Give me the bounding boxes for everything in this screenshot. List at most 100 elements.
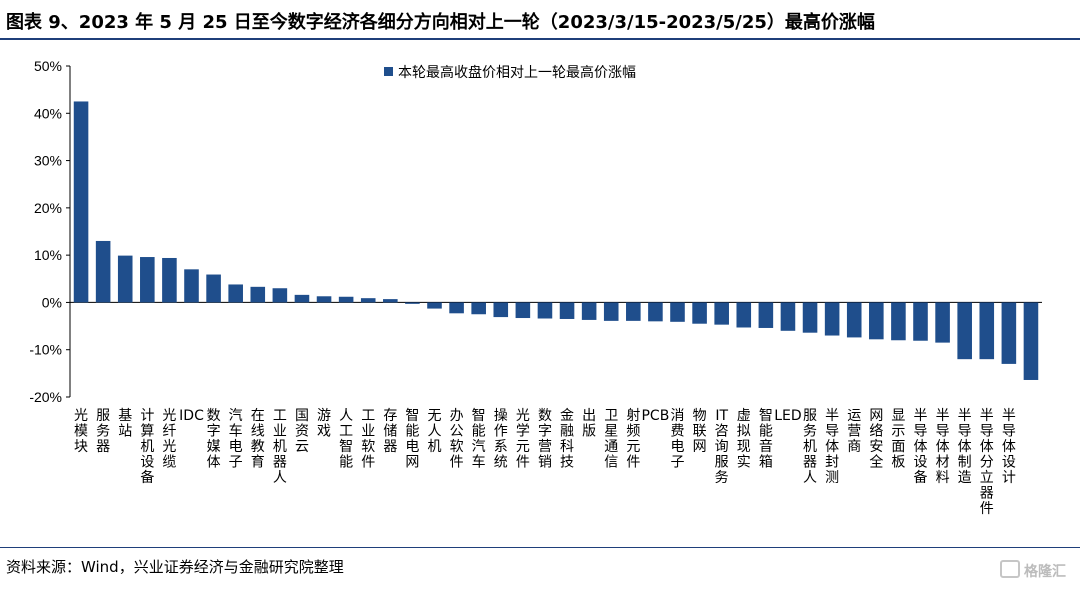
y-axis-ticks: 50% 40% 30% 20% 10% 0% -10% -20% [29,58,70,405]
bar [913,302,928,341]
x-tick-label: 计算机设备 [140,408,154,486]
x-tick-label: 金融科技 [560,408,574,471]
x-tick-label: 射频元件 [626,408,640,471]
x-tick-label: 虚拟现实 [737,408,751,471]
x-tick-label: 服务机器人 [803,408,817,486]
bar [449,302,464,314]
chart-legend: 本轮最高收盘价相对上一轮最高价涨幅 [384,64,636,81]
x-tick-label: 网络安全 [869,408,883,471]
bar [714,302,729,325]
y-tick-label: 20% [34,200,62,216]
x-tick-label: 卫星通信 [604,408,618,471]
bar [294,294,310,303]
bar [957,302,972,360]
bar [427,302,442,309]
x-tick-label: 半导体设计 [1002,408,1016,486]
x-tick-label: 光模块 [74,408,88,455]
x-tick-label: 智能电网 [405,408,419,471]
bar [184,269,199,303]
y-tick-label: -10% [29,342,62,358]
x-tick-label: 基站 [118,407,132,440]
x-tick-label: 数字媒体 [207,408,221,471]
x-tick-label: 数字营销 [538,408,552,471]
bar [891,302,906,341]
x-tick-label: 光学元件 [516,408,530,471]
x-tick-label: 智能音箱 [759,408,773,471]
watermark-logo-icon [1000,560,1020,578]
x-tick-label: PCB [641,408,669,424]
x-tick-label: 智能汽车 [472,408,486,471]
bar [140,257,155,303]
x-tick-label: 办公软件 [450,408,464,471]
bar [780,302,796,331]
x-tick-label: 操作系统 [494,408,508,471]
bar [471,302,486,315]
bar [95,240,111,303]
y-tick-label: 0% [42,294,62,310]
bar [493,302,509,318]
legend-swatch [384,67,393,76]
bar [626,302,641,321]
y-tick-label: 10% [34,247,62,263]
y-tick-label: 40% [34,105,62,121]
bar [648,302,663,322]
x-tick-label: 显示面板 [891,408,905,471]
source-rule [0,547,1080,548]
figure-title: 图表 9、2023 年 5 月 25 日至今数字经济各细分方向相对上一轮（202… [6,12,875,33]
x-tick-label: 半导体设备 [914,408,928,486]
bar [869,302,884,340]
bar [272,288,288,303]
x-tick-label: 半导体材料 [936,408,950,486]
bar [537,302,553,319]
y-tick-label: 30% [34,153,62,169]
bar [846,302,862,338]
x-tick-label: 半导体制造 [958,408,972,486]
bar [250,286,266,303]
watermark: 格隆汇 [1000,560,1066,581]
source-note: 资料来源：Wind，兴业证券经济与金融研究院整理 [6,558,344,576]
chart-axes [69,66,1042,397]
x-tick-label: 游戏 [317,408,331,440]
x-tick-label: 无人机 [428,408,442,455]
bar [581,302,597,320]
bar [360,298,376,303]
bar [515,302,531,319]
bar [603,302,619,321]
bar [758,302,774,328]
watermark-text: 格隆汇 [1024,564,1066,580]
bar [405,302,420,304]
bar-chart: 50%40%30%20%10%0%-10%-20% 光模块服务器基站计算机设备光… [29,58,1042,517]
x-tick-label: 人工智能 [339,408,353,471]
bar [824,302,840,336]
bar [559,302,575,319]
x-tick-label: 半导体分立器件 [980,408,994,517]
bar [338,296,354,303]
bar [692,302,707,324]
x-tick-label: IDC [179,408,204,424]
x-tick-label: 在线教育 [251,408,265,471]
x-tick-label: 汽车电子 [229,408,243,471]
x-tick-label: 光纤光缆 [162,408,176,471]
bar [162,257,177,303]
x-tick-label: IT 咨询服务 [715,408,729,486]
x-tick-label: 出版 [582,408,596,440]
bar [206,274,221,303]
bar [73,101,89,303]
bar [935,302,950,343]
bar [979,302,995,360]
bar [228,284,243,303]
x-tick-label: 存储器 [383,408,397,455]
bar [670,302,685,322]
bar [802,302,818,333]
bar [316,296,332,303]
x-tick-label: 消费电子 [671,408,685,471]
legend-label: 本轮最高收盘价相对上一轮最高价涨幅 [398,64,636,81]
x-tick-label: 物联网 [693,408,707,455]
x-tick-label: 服务器 [96,408,110,455]
x-tick-label: 工业软件 [361,408,375,471]
chart-bars [73,101,1039,380]
y-tick-label: 50% [34,58,62,74]
bar [117,255,133,303]
x-tick-label: 运营商 [847,408,861,455]
